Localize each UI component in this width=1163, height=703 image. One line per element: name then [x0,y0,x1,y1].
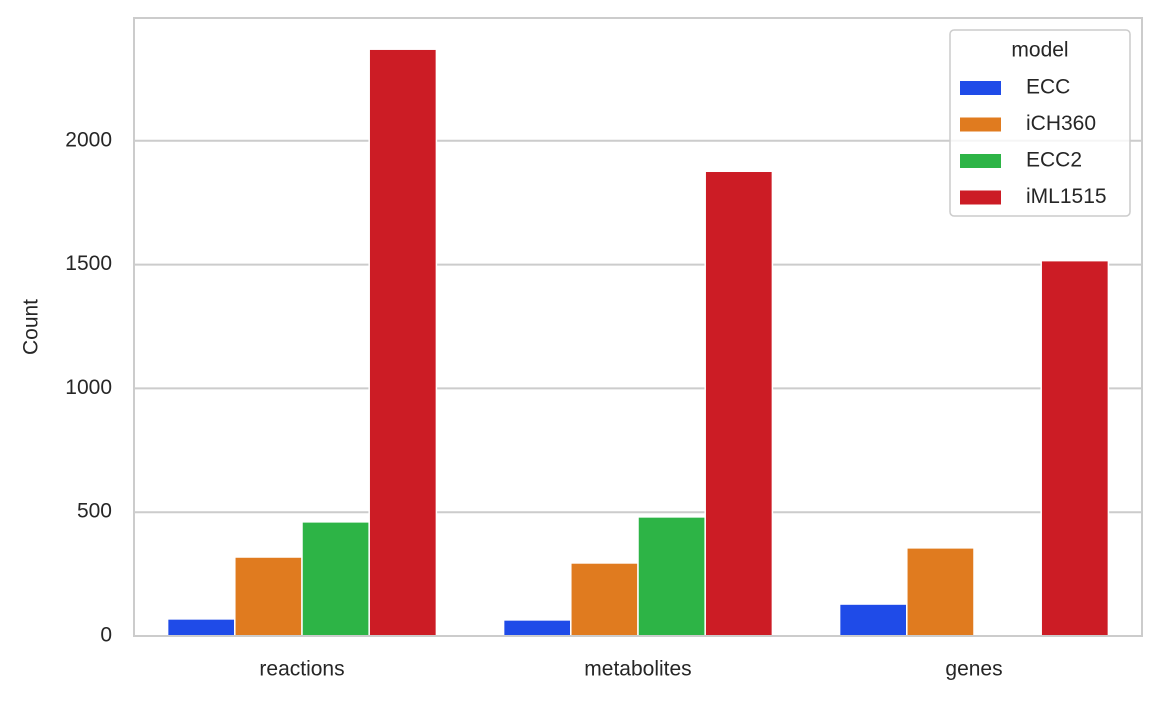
y-tick-label: 1000 [65,376,112,399]
y-tick-label: 500 [77,500,112,523]
legend-label: ECC [1026,76,1070,99]
y-tick-label: 0 [100,624,112,647]
legend-label: iML1515 [1026,185,1107,208]
legend-title: model [1011,39,1068,62]
legend-swatch [960,190,1001,205]
y-axis-label: Count [20,299,43,355]
plot-frame [133,17,1143,637]
bar [502,619,572,637]
bar [637,516,706,637]
x-tick-label: reactions [259,658,344,681]
legend-label: ECC2 [1026,149,1082,172]
bar [234,556,303,637]
legend-box [949,29,1131,217]
bar [838,603,908,637]
legend-swatch [960,81,1001,95]
bar [368,48,438,637]
bar [570,562,639,637]
bar [301,521,370,637]
y-tick-label: 1500 [65,252,112,275]
y-tick-label: 2000 [65,128,112,151]
bar [166,618,236,637]
legend-swatch [960,117,1001,132]
legend-swatch [960,154,1001,168]
x-tick-label: metabolites [584,658,691,681]
legend-label: iCH360 [1026,112,1096,135]
bar [1040,259,1110,637]
bar [906,547,975,637]
x-tick-label: genes [945,658,1002,681]
bar [704,170,774,637]
